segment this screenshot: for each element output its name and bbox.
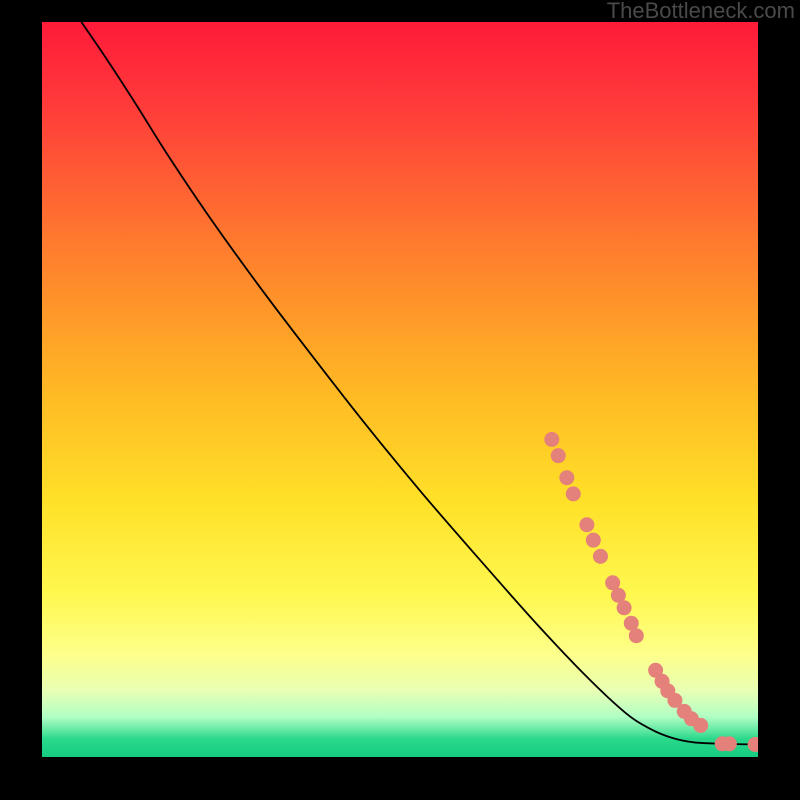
data-marker [593,549,608,564]
data-marker [586,533,601,548]
data-marker [629,628,644,643]
data-marker [559,470,574,485]
watermark-site-label: TheBottleneck.com [607,0,795,23]
data-marker [544,432,559,447]
data-marker [617,600,632,615]
plot-background-gradient [42,22,758,757]
data-marker [722,736,737,751]
data-marker [579,517,594,532]
chart-container: TheBottleneck.com [0,0,800,800]
plot-area [42,22,769,757]
data-marker [693,718,708,733]
data-marker [551,448,566,463]
chart-svg: TheBottleneck.com [0,0,800,800]
data-marker [566,486,581,501]
